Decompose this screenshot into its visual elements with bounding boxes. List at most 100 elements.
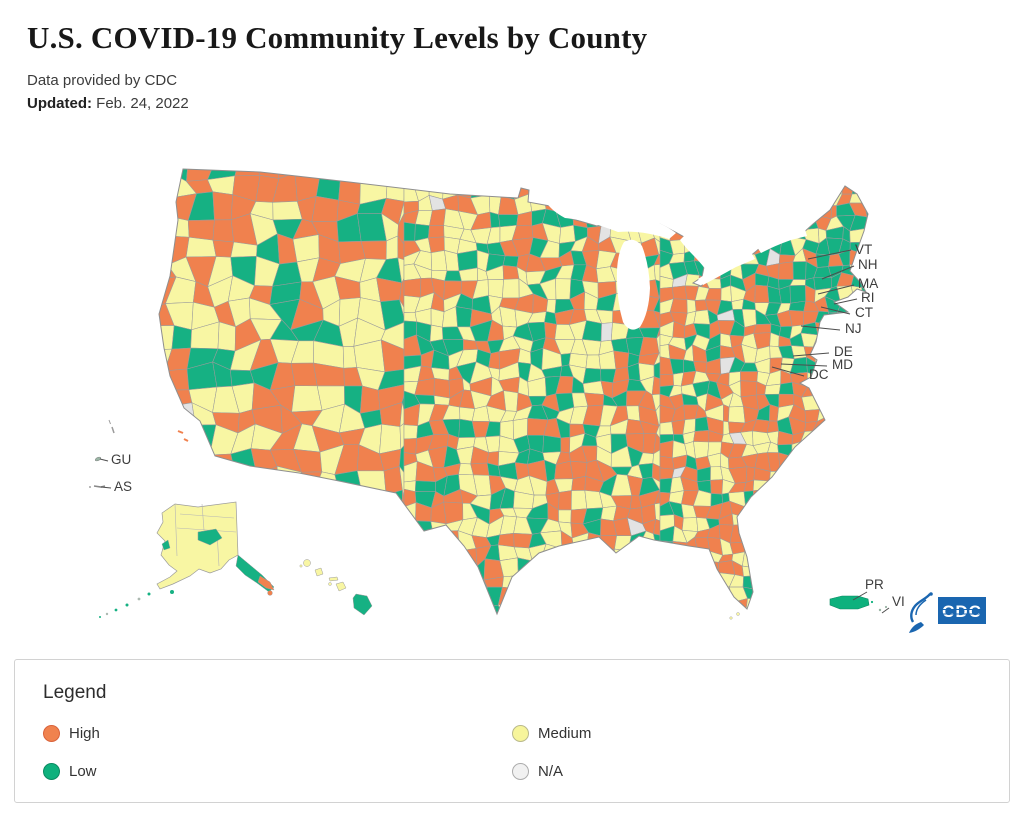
county-cell[interactable]: [571, 179, 591, 198]
county-cell[interactable]: [474, 617, 490, 634]
county-cell[interactable]: [886, 549, 896, 567]
county-cell[interactable]: [234, 153, 261, 177]
us-county-map[interactable]: VT NH MA RI CT NJ DE MD DC GU AS PR VI CDC: [12, 136, 1012, 646]
county-cell[interactable]: [884, 417, 896, 435]
county-cell[interactable]: [732, 203, 746, 220]
county-cell[interactable]: [609, 572, 632, 589]
county-cell[interactable]: [705, 204, 721, 216]
county-cell[interactable]: [539, 561, 562, 574]
county-cell[interactable]: [754, 213, 767, 230]
county-cell[interactable]: [297, 533, 322, 559]
county-cell[interactable]: [824, 428, 843, 448]
county-cell[interactable]: [875, 420, 886, 434]
county-cell[interactable]: [586, 532, 603, 551]
county-cell[interactable]: [812, 154, 830, 171]
county-cell[interactable]: [829, 177, 843, 195]
county-cell[interactable]: [860, 358, 875, 372]
county-cell[interactable]: [864, 440, 879, 457]
county-cell[interactable]: [150, 197, 174, 218]
county-cell[interactable]: [680, 168, 699, 184]
county-cell[interactable]: [586, 546, 603, 560]
county-cell[interactable]: [874, 565, 888, 575]
county-cell[interactable]: [876, 492, 891, 507]
county-cell[interactable]: [815, 610, 829, 626]
county-cell[interactable]: [812, 452, 831, 472]
county-cell[interactable]: [851, 491, 864, 506]
county-cell[interactable]: [849, 386, 866, 400]
county-cell[interactable]: [695, 204, 707, 216]
county-cell[interactable]: [457, 573, 479, 592]
county-cell[interactable]: [886, 274, 896, 289]
county-cell[interactable]: [781, 156, 792, 170]
county-cell[interactable]: [887, 575, 896, 587]
county-cell[interactable]: [150, 150, 169, 176]
county-cell[interactable]: [815, 382, 831, 396]
county-cell[interactable]: [886, 538, 896, 553]
county-cell[interactable]: [764, 214, 781, 230]
county-cell[interactable]: [291, 599, 322, 623]
county-cell[interactable]: [875, 514, 890, 530]
county-cell[interactable]: [826, 524, 841, 542]
county-cell[interactable]: [789, 284, 806, 304]
county-cell[interactable]: [444, 250, 460, 272]
county-cell[interactable]: [875, 320, 890, 339]
county-cell[interactable]: [824, 320, 842, 337]
county-cell[interactable]: [885, 384, 896, 398]
county-cell[interactable]: [766, 206, 784, 216]
county-choropleth[interactable]: [150, 150, 896, 643]
county-cell[interactable]: [890, 621, 896, 635]
county-cell[interactable]: [704, 189, 723, 206]
county-cell[interactable]: [627, 599, 641, 622]
county-cell[interactable]: [694, 416, 710, 432]
county-cell[interactable]: [206, 595, 237, 620]
county-cell[interactable]: [816, 574, 832, 587]
county-cell[interactable]: [230, 618, 257, 642]
county-cell[interactable]: [659, 154, 674, 172]
county-cell[interactable]: [569, 572, 588, 589]
county-cell[interactable]: [660, 621, 672, 639]
county-cell[interactable]: [864, 455, 874, 466]
county-cell[interactable]: [150, 474, 173, 492]
county-cell[interactable]: [757, 623, 767, 637]
county-cell[interactable]: [781, 190, 795, 208]
county-cell[interactable]: [828, 167, 843, 180]
county-cell[interactable]: [641, 572, 660, 590]
county-cell[interactable]: [601, 548, 615, 566]
county-cell[interactable]: [728, 623, 743, 637]
county-cell[interactable]: [754, 224, 771, 243]
county-cell[interactable]: [803, 464, 816, 483]
county-cell[interactable]: [614, 586, 632, 609]
county-cell[interactable]: [709, 156, 719, 172]
county-cell[interactable]: [885, 514, 896, 530]
county-cell[interactable]: [471, 166, 491, 184]
county-cell[interactable]: [825, 489, 843, 507]
county-cell[interactable]: [641, 559, 660, 579]
county-cell[interactable]: [889, 237, 896, 254]
county-cell[interactable]: [654, 559, 661, 576]
county-cell[interactable]: [828, 394, 844, 408]
county-cell[interactable]: [150, 448, 173, 478]
county-cell[interactable]: [874, 395, 891, 411]
county-cell[interactable]: [730, 154, 742, 166]
county-cell[interactable]: [443, 550, 460, 565]
county-cell[interactable]: [543, 615, 559, 632]
county-cell[interactable]: [875, 441, 889, 456]
county-cell[interactable]: [207, 615, 230, 642]
county-cell[interactable]: [615, 621, 629, 631]
county-cell[interactable]: [602, 179, 617, 201]
county-cell[interactable]: [217, 321, 236, 352]
county-cell[interactable]: [739, 166, 758, 182]
county-cell[interactable]: [584, 392, 605, 407]
county-cell[interactable]: [558, 509, 572, 524]
county-cell[interactable]: [889, 287, 896, 300]
county-cell[interactable]: [836, 552, 852, 567]
county-cell[interactable]: [734, 218, 746, 227]
county-cell[interactable]: [471, 157, 491, 173]
county-cell[interactable]: [637, 546, 658, 563]
county-cell[interactable]: [801, 214, 819, 231]
county-cell[interactable]: [805, 597, 820, 612]
county-cell[interactable]: [852, 168, 867, 184]
county-cell[interactable]: [812, 464, 831, 480]
county-cell[interactable]: [863, 320, 876, 335]
county-cell[interactable]: [838, 396, 856, 411]
